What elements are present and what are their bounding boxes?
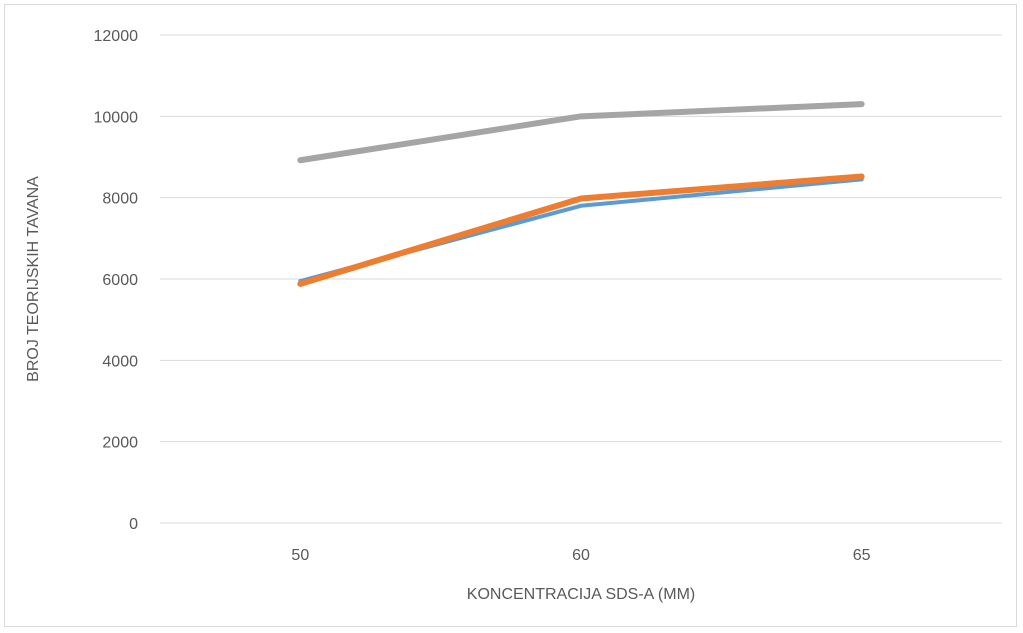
y-axis-title: BROJ TEORIJSKIH TAVANA [25, 176, 42, 382]
x-axis-title: KONCENTRACIJA SDS-A (MM) [467, 586, 695, 603]
series-line-2 [297, 173, 865, 287]
y-tick-label: 0 [129, 516, 138, 533]
y-tick-label: 12000 [94, 28, 139, 45]
y-tick-label: 2000 [102, 435, 138, 452]
y-tick-label: 8000 [102, 191, 138, 208]
y-tick-label: 4000 [102, 353, 138, 370]
gridlines [160, 34, 1002, 524]
x-tick-label: 50 [291, 547, 309, 564]
x-tick-label: 60 [572, 547, 590, 564]
x-tick-label: 65 [853, 547, 871, 564]
y-tick-label: 10000 [94, 109, 139, 126]
y-tick-label: 6000 [102, 272, 138, 289]
y-axis-ticks: 0 2000 4000 6000 8000 10000 12000 [94, 28, 139, 533]
series-line-1 [298, 177, 864, 284]
series-line-3 [297, 101, 865, 164]
x-axis-ticks: 50 60 65 [291, 547, 870, 564]
series-lines [297, 101, 865, 287]
